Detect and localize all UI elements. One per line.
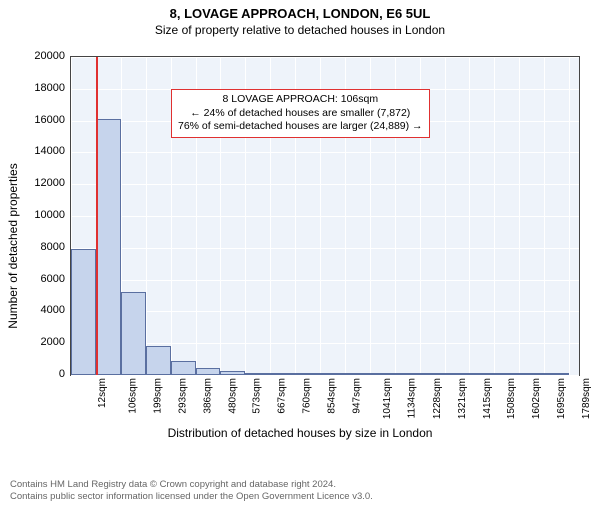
annotation-line-1: 8 LOVAGE APPROACH: 106sqm <box>178 93 423 107</box>
gridline-h <box>71 343 579 344</box>
histogram-bar <box>469 373 494 375</box>
gridline-v <box>569 57 570 375</box>
ytick-label: 2000 <box>15 336 65 348</box>
ytick-label: 0 <box>15 368 65 380</box>
gridline-h <box>71 375 579 376</box>
gridline-v <box>544 57 545 375</box>
histogram-bar <box>494 373 519 375</box>
footer-line-2: Contains public sector information licen… <box>10 491 373 502</box>
title-main: 8, LOVAGE APPROACH, LONDON, E6 5UL <box>0 6 600 21</box>
gridline-v <box>445 57 446 375</box>
ytick-label: 8000 <box>15 241 65 253</box>
histogram-bar <box>320 373 345 375</box>
xtick-label: 1134sqm <box>406 378 417 418</box>
xtick-label: 106sqm <box>128 378 139 414</box>
ytick-label: 18000 <box>15 82 65 94</box>
histogram-bar <box>295 373 320 375</box>
histogram-bar <box>420 373 445 375</box>
marker-line <box>96 57 98 375</box>
plot-area: 8 LOVAGE APPROACH: 106sqm← 24% of detach… <box>70 56 580 376</box>
histogram-bar <box>519 373 544 375</box>
histogram-bar <box>445 373 470 375</box>
histogram-bar <box>146 346 171 375</box>
ytick-label: 14000 <box>15 145 65 157</box>
xtick-label: 480sqm <box>227 378 238 414</box>
xtick-label: 854sqm <box>327 378 338 414</box>
histogram-bar <box>544 373 569 375</box>
gridline-v <box>469 57 470 375</box>
ytick-label: 16000 <box>15 114 65 126</box>
histogram-bar <box>270 373 295 375</box>
gridline-h <box>71 152 579 153</box>
annotation-line-2: ← 24% of detached houses are smaller (7,… <box>178 107 423 121</box>
xtick-label: 947sqm <box>352 378 363 414</box>
ytick-label: 10000 <box>15 209 65 221</box>
annotation-box: 8 LOVAGE APPROACH: 106sqm← 24% of detach… <box>171 89 430 138</box>
histogram-bar <box>220 371 245 375</box>
xtick-label: 760sqm <box>302 378 313 414</box>
xtick-label: 12sqm <box>97 378 108 408</box>
xtick-label: 1695sqm <box>556 378 567 419</box>
annotation-line-3: 76% of semi-detached houses are larger (… <box>178 120 423 134</box>
gridline-h <box>71 280 579 281</box>
xtick-label: 1415sqm <box>482 378 493 419</box>
gridline-h <box>71 248 579 249</box>
xtick-label: 1602sqm <box>531 378 542 419</box>
footer-attribution: Contains HM Land Registry data © Crown c… <box>10 479 373 502</box>
xtick-label: 386sqm <box>202 378 213 414</box>
xtick-label: 1321sqm <box>457 378 468 419</box>
gridline-v <box>146 57 147 375</box>
xtick-label: 1041sqm <box>382 378 393 419</box>
ytick-label: 6000 <box>15 273 65 285</box>
xtick-label: 1508sqm <box>506 378 517 419</box>
ytick-label: 4000 <box>15 304 65 316</box>
ytick-label: 20000 <box>15 50 65 62</box>
xtick-label: 1228sqm <box>432 378 443 419</box>
histogram-bar <box>171 361 196 375</box>
gridline-v <box>519 57 520 375</box>
gridline-h <box>71 311 579 312</box>
histogram-bar <box>71 249 96 375</box>
histogram-bar <box>395 373 420 375</box>
gridline-h <box>71 216 579 217</box>
xtick-label: 1789sqm <box>581 378 592 419</box>
x-axis-label: Distribution of detached houses by size … <box>0 426 600 440</box>
histogram-bar <box>196 368 221 375</box>
gridline-v <box>494 57 495 375</box>
title-sub: Size of property relative to detached ho… <box>0 23 600 37</box>
histogram-bar <box>96 119 121 375</box>
xtick-label: 199sqm <box>152 378 163 414</box>
histogram-bar <box>245 373 270 375</box>
xtick-label: 573sqm <box>252 378 263 414</box>
histogram-bar <box>370 373 395 375</box>
xtick-label: 293sqm <box>177 378 188 414</box>
gridline-h <box>71 57 579 58</box>
histogram-bar <box>345 373 370 375</box>
xtick-label: 667sqm <box>277 378 288 414</box>
histogram-bar <box>121 292 146 375</box>
gridline-h <box>71 184 579 185</box>
chart-container: Number of detached properties 8 LOVAGE A… <box>0 46 600 446</box>
ytick-label: 12000 <box>15 177 65 189</box>
footer-line-1: Contains HM Land Registry data © Crown c… <box>10 479 373 490</box>
